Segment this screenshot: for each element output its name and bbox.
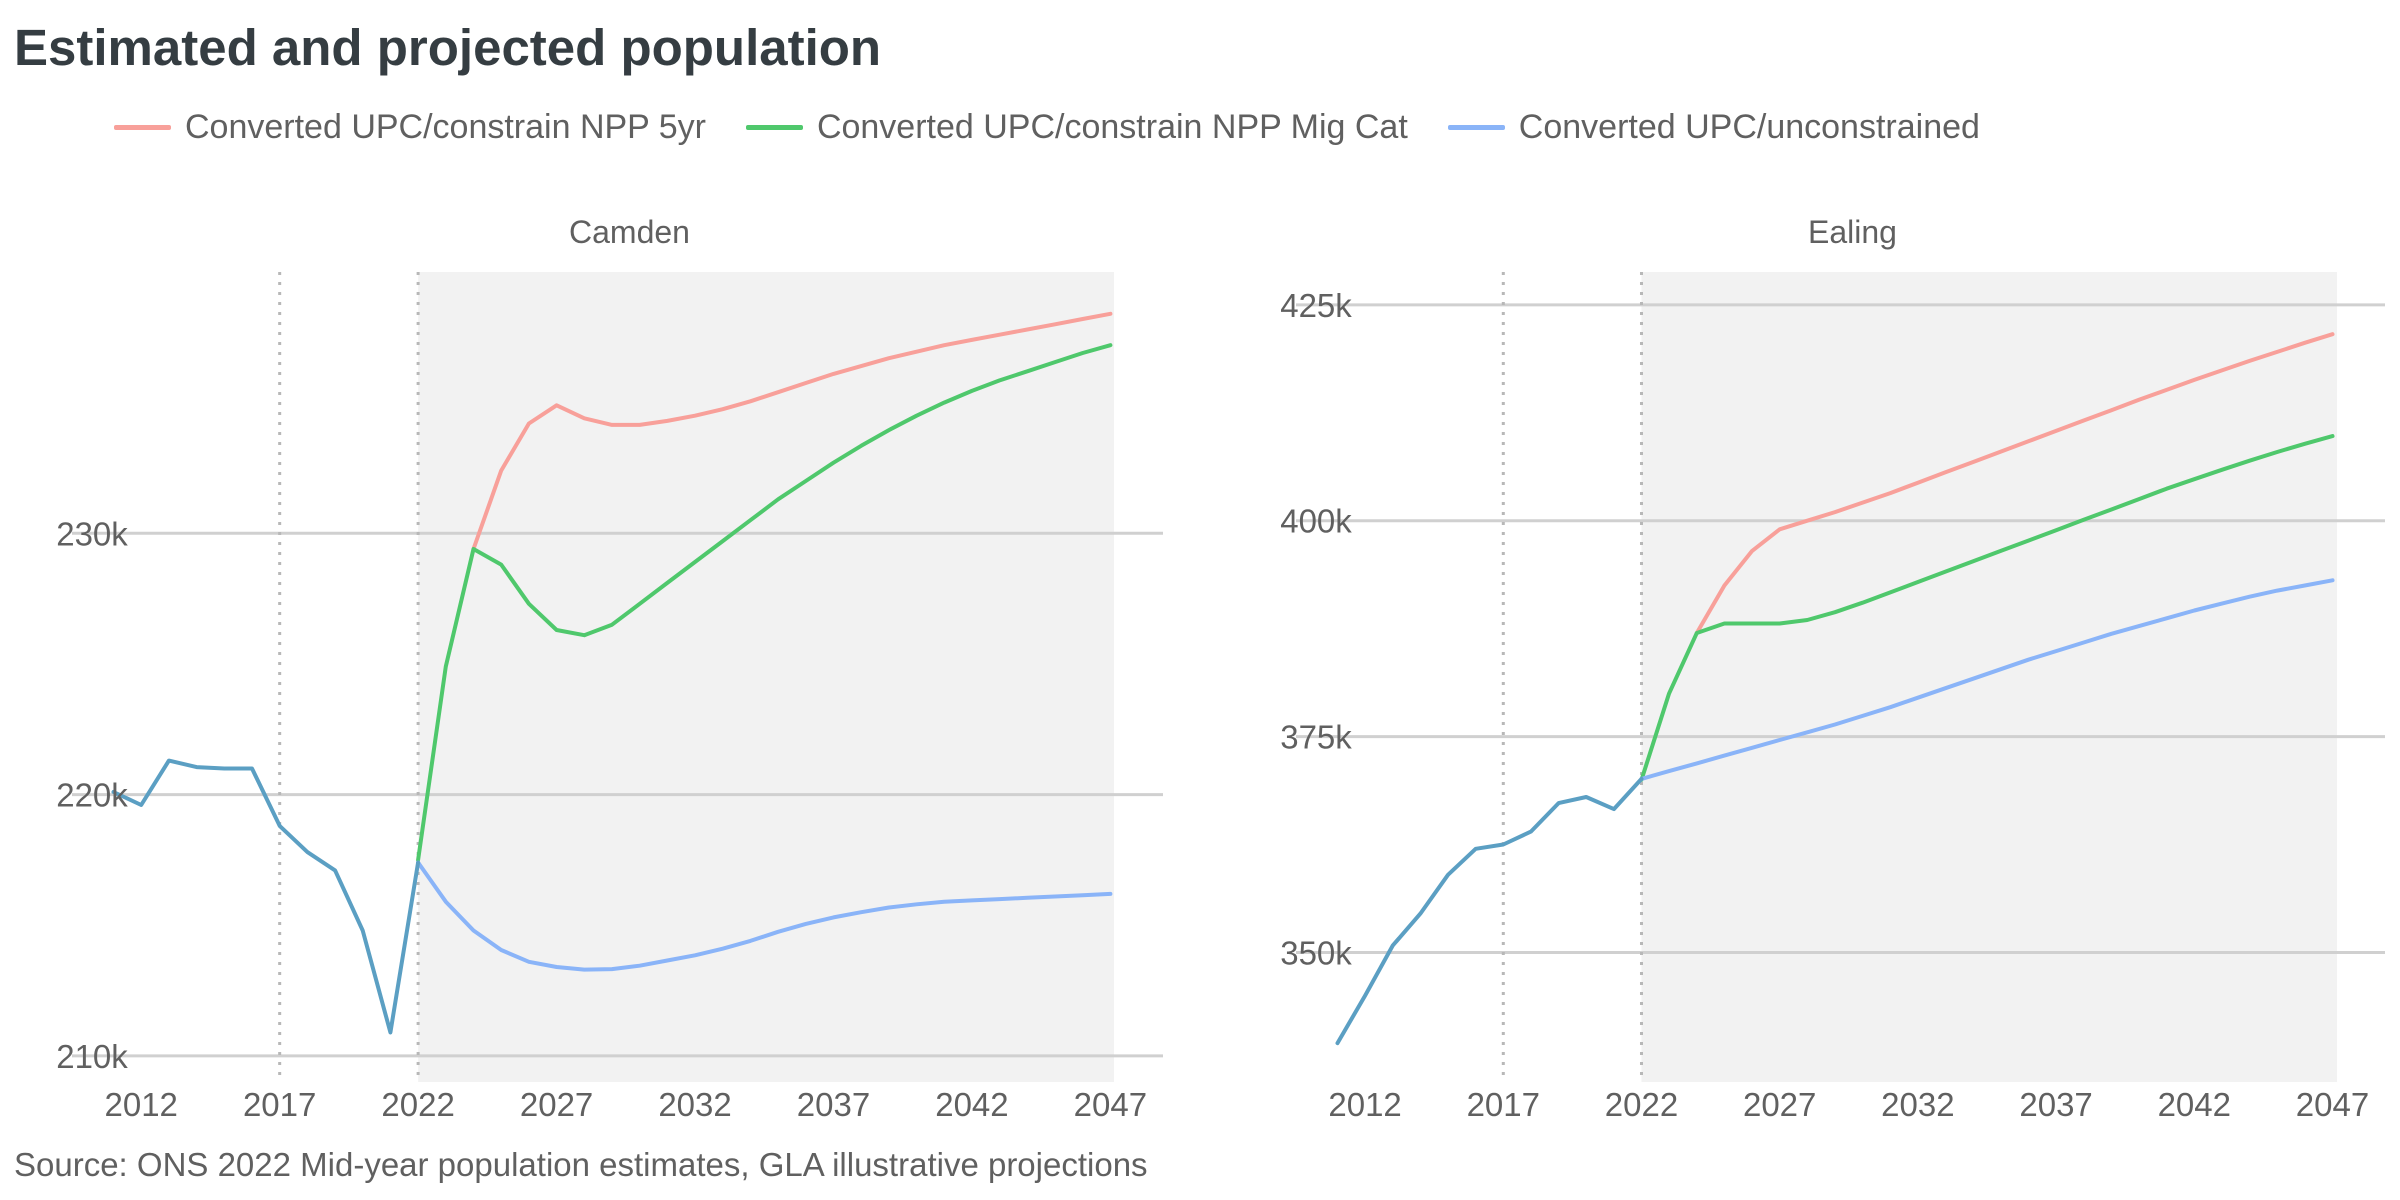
camden-series-converted-upc-unconstrained — [416, 860, 1113, 972]
ealing-x-tick-label-2017: 2017 — [1467, 1086, 1540, 1123]
legend-label-npp-5yr: Converted UPC/constrain NPP 5yr — [185, 107, 706, 146]
ealing-series-converted-upc-constrain-npp-5yr — [1694, 332, 2335, 635]
camden-x-tick-label-2037: 2037 — [797, 1086, 870, 1123]
camden-series-converted-upc-constrain-npp-5yr — [471, 311, 1113, 551]
camden-series-estimate — [111, 758, 421, 1035]
camden-x-tick-label-2047: 2047 — [1074, 1086, 1147, 1123]
legend-item-npp-5yr[interactable]: Converted UPC/constrain NPP 5yr — [114, 108, 706, 147]
ealing-series-estimate — [1335, 776, 1644, 1046]
legend-item-unconstrained[interactable]: Converted UPC/unconstrained — [1447, 107, 1980, 147]
legend-item-npp-mig-cat[interactable]: Converted UPC/constrain NPP Mig Cat — [745, 107, 1408, 147]
camden-x-tick-label-2012: 2012 — [105, 1086, 178, 1123]
chart-title: Estimated and projected population — [14, 19, 882, 76]
ealing-projection-shading — [1641, 272, 2337, 1082]
ealing-y-tick-label-400k: 400k — [1280, 503, 1352, 540]
ealing-x-tick-label-2042: 2042 — [2158, 1086, 2231, 1123]
camden-series-converted-upc-constrain-npp-mig-cat — [416, 343, 1113, 862]
ealing-y-tick-label-425k: 425k — [1280, 287, 1352, 324]
ealing-series-converted-upc-constrain-npp-mig-cat — [1639, 434, 2335, 782]
camden-panel-label: Camden — [569, 214, 690, 250]
source-note: Source: ONS 2022 Mid-year population est… — [14, 1146, 1148, 1183]
camden-y-tick-label-220k: 220k — [56, 777, 128, 814]
camden-x-tick-label-2017: 2017 — [243, 1086, 316, 1123]
camden-projection-shading — [418, 272, 1114, 1082]
camden-x-tick-label-2032: 2032 — [658, 1086, 731, 1123]
ealing-y-tick-label-350k: 350k — [1280, 934, 1352, 971]
ealing-series-converted-upc-unconstrained — [1639, 578, 2335, 781]
camden-x-tick-label-2022: 2022 — [381, 1086, 454, 1123]
ealing-panel-label: Ealing — [1808, 214, 1897, 250]
legend-swatch-unconstrained — [1447, 124, 1505, 130]
ealing-x-tick-label-2027: 2027 — [1743, 1086, 1816, 1123]
ealing-y-tick-label-375k: 375k — [1280, 719, 1352, 756]
legend-label-npp-mig-cat: Converted UPC/constrain NPP Mig Cat — [816, 107, 1408, 146]
legend: Converted UPC/constrain NPP 5yr Converte… — [114, 102, 2020, 152]
legend-swatch-npp-mig-cat — [745, 124, 803, 130]
ealing-x-tick-label-2022: 2022 — [1605, 1086, 1678, 1123]
camden-y-tick-label-230k: 230k — [56, 515, 128, 552]
ealing-x-tick-label-2047: 2047 — [2296, 1086, 2369, 1123]
ealing-x-tick-label-2012: 2012 — [1328, 1086, 1401, 1123]
ealing-x-tick-label-2032: 2032 — [1881, 1086, 1954, 1123]
legend-label-unconstrained: Converted UPC/unconstrained — [1518, 107, 1980, 146]
camden-x-tick-label-2042: 2042 — [935, 1086, 1008, 1123]
ealing-x-tick-label-2037: 2037 — [2019, 1086, 2092, 1123]
camden-y-tick-label-210k: 210k — [56, 1038, 128, 1075]
legend-swatch-npp-5yr — [114, 124, 171, 130]
camden-x-tick-label-2027: 2027 — [520, 1086, 593, 1123]
